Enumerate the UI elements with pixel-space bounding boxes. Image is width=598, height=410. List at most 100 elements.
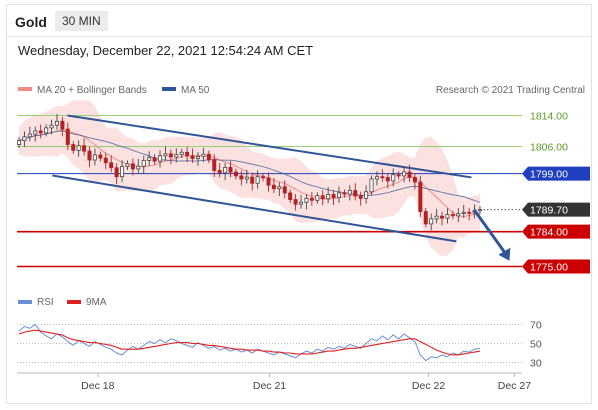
candle-body-31	[185, 151, 190, 157]
candle-body-78	[440, 215, 445, 219]
rsi-ma-legend-label: 9MA	[86, 297, 107, 308]
candle-body-50	[288, 192, 293, 200]
rsi-panel: 70 50 30	[17, 320, 542, 370]
candle-body-46	[266, 177, 271, 186]
candle-body-0	[16, 140, 21, 145]
candle-body-33	[195, 156, 200, 159]
bollinger-legend-swatch	[18, 87, 32, 91]
candle-body-37	[217, 170, 222, 174]
x-tick-label-1: Dec 21	[253, 380, 286, 392]
candle-body-8	[60, 120, 65, 130]
main-legend: MA 20 + Bollinger Bands MA 50 Research ©…	[18, 85, 585, 96]
candle-body-82	[461, 211, 466, 214]
candle-body-63	[358, 195, 363, 199]
candle-body-17	[109, 162, 114, 169]
projection-arrow	[472, 208, 511, 261]
candle-body-6	[49, 124, 54, 129]
candle-body-29	[174, 154, 179, 158]
candle-body-83	[467, 211, 472, 214]
candle-body-28	[168, 153, 173, 158]
candle-body-20	[125, 163, 130, 168]
candle-body-9	[65, 128, 70, 145]
candle-body-71	[402, 171, 407, 177]
timeframe-badge[interactable]: 30 MIN	[55, 11, 108, 31]
rsi-tick-1: 50	[530, 339, 542, 351]
rsi-tick-2: 30	[530, 358, 542, 370]
candle-body-74	[418, 181, 423, 212]
candle-body-68	[385, 177, 390, 182]
candle-body-27	[163, 153, 168, 157]
candle-body-62	[353, 190, 358, 197]
candle-body-36	[212, 159, 217, 171]
candle-body-75	[423, 211, 428, 225]
candle-body-65	[369, 178, 374, 193]
candle-body-18	[114, 167, 119, 178]
current-price-badge	[522, 202, 590, 217]
candle-body-3	[33, 130, 38, 135]
candle-body-32	[190, 155, 195, 159]
candle-body-76	[429, 218, 434, 225]
candle-body-49	[282, 186, 287, 194]
candle-body-44	[255, 176, 260, 184]
candle-body-4	[38, 130, 43, 134]
moving-averages	[18, 129, 481, 218]
candle-body-42	[244, 176, 249, 180]
copyright-label: Research © 2021 Trading Central	[436, 85, 585, 96]
instrument-title: Gold	[15, 14, 47, 30]
level-label-0: 1814.00	[530, 110, 568, 122]
candle-body-57	[326, 194, 331, 200]
ma50-legend-swatch	[162, 87, 176, 91]
candle-body-39	[228, 166, 233, 173]
current-price-label: 1789.70	[530, 205, 568, 217]
candle-body-72	[407, 171, 412, 178]
rsi-ma-legend-swatch	[67, 300, 81, 304]
candle-body-13	[87, 150, 92, 161]
candle-body-40	[233, 171, 238, 177]
candle-body-81	[456, 213, 461, 217]
candle-body-55	[315, 195, 320, 201]
ma20-line	[18, 129, 481, 218]
level-label-4: 1775.00	[530, 262, 568, 274]
candle-body-70	[396, 174, 401, 177]
candle-body-43	[250, 176, 255, 184]
candle-body-24	[147, 157, 152, 161]
candle-body-38	[223, 166, 228, 174]
candle-body-47	[271, 184, 276, 190]
candle-body-30	[179, 151, 184, 156]
level-badge-3	[522, 224, 590, 239]
rsi-line	[18, 323, 481, 362]
candle-body-80	[450, 214, 455, 217]
candle-body-85	[477, 209, 482, 212]
header-divider	[7, 36, 591, 37]
candle-body-48	[277, 186, 282, 190]
candle-body-41	[239, 175, 244, 180]
candle-body-53	[304, 197, 309, 203]
candle-body-67	[380, 176, 385, 179]
candle-body-15	[98, 154, 103, 159]
candle-body-1	[22, 136, 27, 142]
candle-body-69	[391, 174, 396, 182]
bollinger-band-area	[19, 100, 480, 257]
level-label-1: 1806.00	[530, 141, 568, 153]
candle-body-34	[201, 153, 206, 157]
rsi-tick-0: 70	[530, 320, 542, 332]
level-badge-4	[522, 259, 590, 274]
bollinger-legend-label: MA 20 + Bollinger Bands	[37, 85, 147, 96]
candle-body-26	[158, 155, 163, 162]
candle-body-12	[82, 145, 87, 152]
candle-body-2	[27, 133, 32, 138]
candle-body-51	[293, 199, 298, 205]
level-labels: 1814.00 1806.00 1799.00 1784.00 1775.00 1789.…	[522, 110, 590, 274]
candle-body-79	[445, 214, 450, 219]
x-tick-label-3: Dec 27	[498, 380, 531, 392]
candle-body-5	[44, 127, 49, 134]
x-tick-label-2: Dec 22	[412, 380, 445, 392]
rsi-legend-label: RSI	[37, 297, 54, 308]
candle-body-56	[320, 195, 325, 200]
candle-body-7	[54, 120, 59, 126]
datetime-label: Wednesday, December 22, 2021 12:54:24 AM…	[18, 43, 314, 58]
candle-body-64	[364, 191, 369, 199]
candle-body-25	[152, 157, 157, 162]
candle-body-21	[130, 163, 135, 170]
